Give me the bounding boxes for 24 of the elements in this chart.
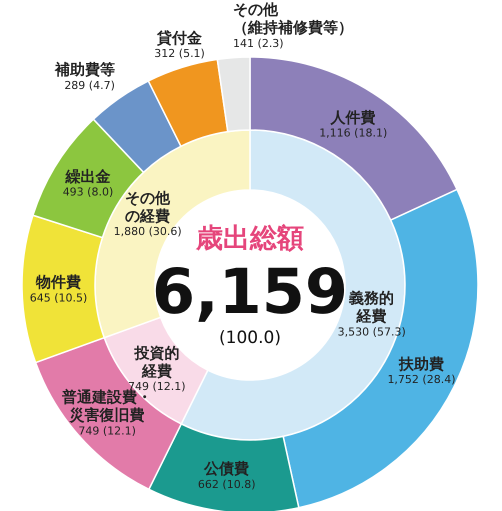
data-label: 141 (2.3) xyxy=(233,36,284,50)
data-label: 289 (4.7) xyxy=(64,78,115,92)
slice-label: 扶助費 xyxy=(398,354,444,373)
data-label: 749 (12.1) xyxy=(78,424,136,438)
slice-label: 義務的経費 xyxy=(348,289,394,326)
data-label: 312 (5.1) xyxy=(154,47,205,60)
slice-label: 物件費 xyxy=(35,273,82,292)
data-label: 493 (8.0) xyxy=(62,186,114,199)
text: 6,159 xyxy=(152,255,348,328)
text: (100.0) xyxy=(219,328,281,348)
text: 歳出総額 xyxy=(195,223,304,254)
slice-label: 貸付金 xyxy=(156,28,202,47)
slice-label: 補助費等 xyxy=(54,60,115,79)
slice-label: その他（維持補修費等） xyxy=(233,0,354,37)
slice-label: 公債費 xyxy=(203,460,250,478)
data-label: 1,752 (28.4) xyxy=(387,373,456,386)
data-label: 1,116 (18.1) xyxy=(319,126,388,140)
slice-label: 投資的経費 xyxy=(133,344,180,380)
slice-label: 繰出金 xyxy=(64,168,110,186)
data-label: 645 (10.5) xyxy=(30,291,88,304)
slice-label: 人件費 xyxy=(330,108,376,126)
slice-label: その他の経費 xyxy=(125,188,172,225)
data-label: 662 (10.8) xyxy=(198,478,256,491)
data-label: 1,880 (30.6) xyxy=(114,225,182,238)
